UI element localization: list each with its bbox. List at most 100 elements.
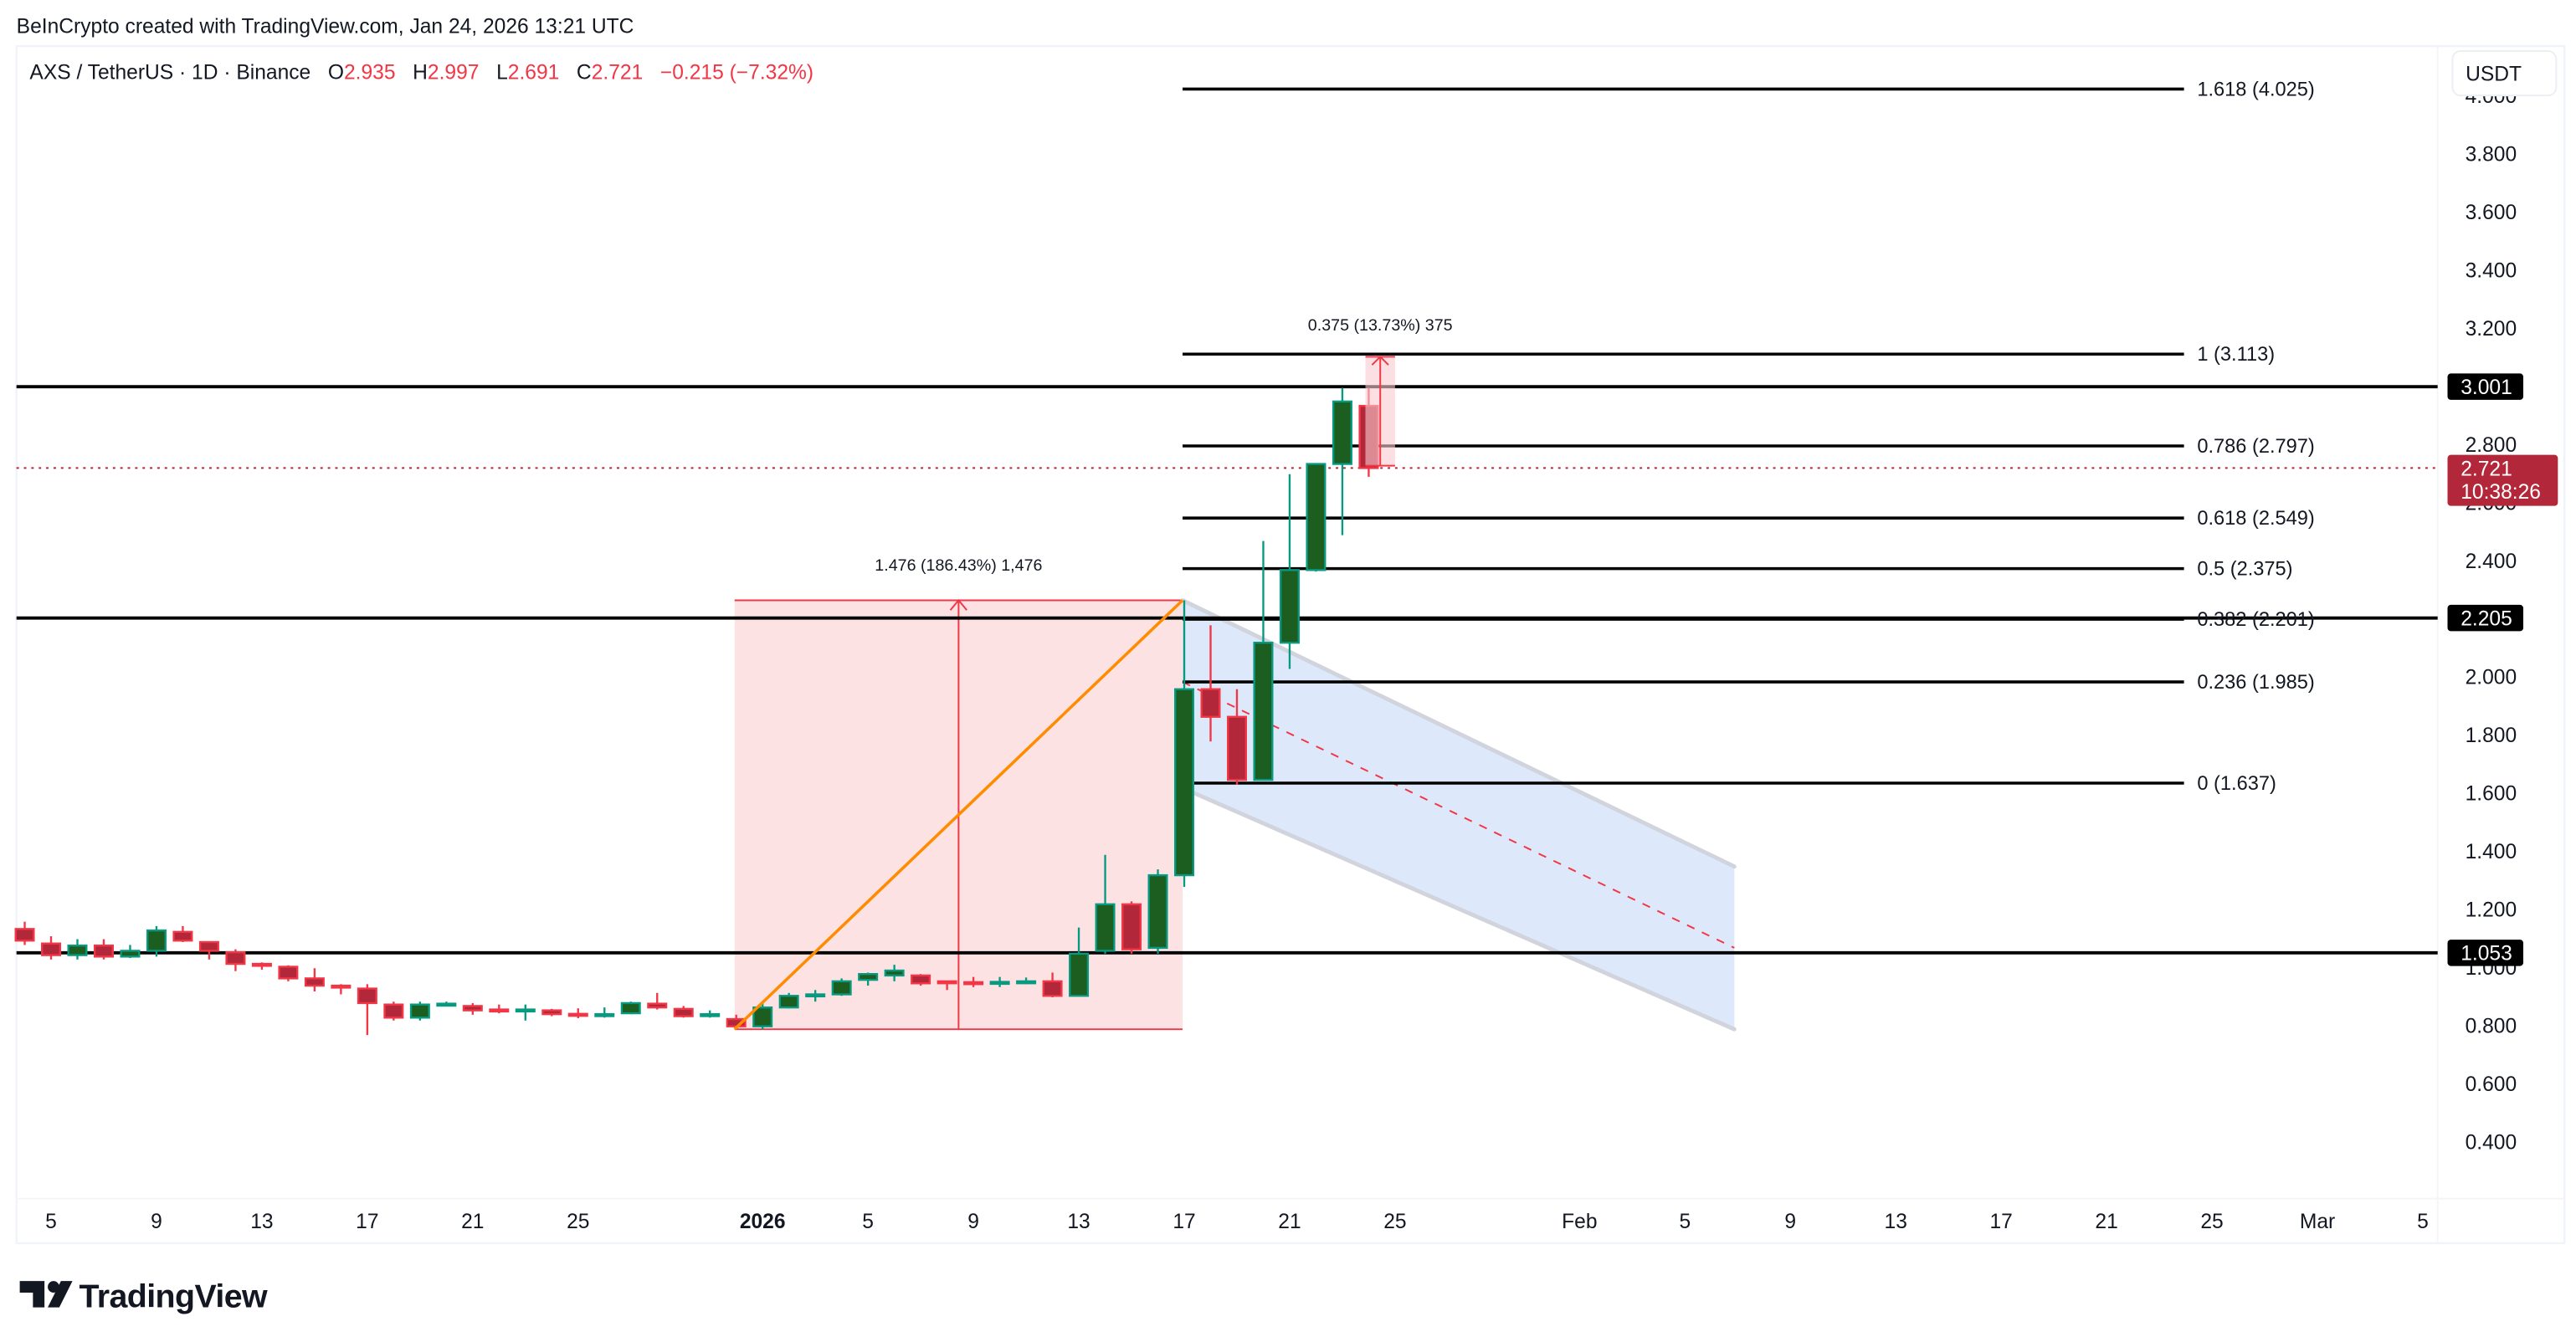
price-tick-label: 2.800 [2466,434,2517,457]
candle[interactable] [1016,977,1037,985]
candle[interactable] [67,939,88,960]
channel-lower-line[interactable] [1180,786,1737,1032]
candle-body [805,993,826,998]
last-price-value: 2.721 [2461,458,2512,480]
fib-extension[interactable]: 1.618 (4.025) 1 (3.113) 0.786 (2.797) 0.618… [1183,79,2315,795]
price-tick-label: 3.200 [2466,318,2517,341]
time-tick-label: Mar [2300,1211,2335,1233]
candle[interactable] [462,1002,483,1015]
caption-text: BeInCrypto created with TradingView.com,… [17,15,634,38]
descending-channel[interactable] [1180,598,1737,1032]
candle-body [120,950,141,958]
time-tick-label: 9 [1784,1211,1796,1233]
channel-upper-line[interactable] [1180,598,1737,869]
candle[interactable] [831,978,852,996]
candle-body [1016,980,1037,985]
candle[interactable] [805,990,826,1002]
time-axis[interactable]: 5 9 13 17 21 25 2026 5 9 13 17 21 25 Feb 5 9 13 17 21 25 Mar… [45,1211,2429,1233]
candle[interactable] [436,1001,457,1007]
price-level-badge-label: 3.001 [2461,376,2512,399]
time-tick-label: 13 [1067,1211,1090,1233]
candle[interactable] [1226,689,1247,785]
change-value: −0.215 (−7.32%) [660,61,813,84]
candle-body [1121,903,1142,950]
candle[interactable] [567,1008,588,1018]
candle[interactable] [1279,474,1300,669]
trend-line-path[interactable] [733,599,1184,1031]
candle[interactable] [1306,463,1326,572]
candle[interactable] [1121,901,1142,954]
candle-body [1253,642,1274,781]
candle[interactable] [884,965,905,981]
candle[interactable] [515,1004,536,1021]
candle[interactable] [989,976,1010,987]
candle-body [884,969,905,977]
candle[interactable] [1332,387,1352,535]
candle[interactable] [225,949,246,971]
candle[interactable] [1042,972,1063,997]
price-tick-label: 2.000 [2466,667,2517,689]
candle-body [436,1002,457,1007]
candle-body [963,981,984,986]
candle[interactable] [357,984,377,1036]
price-range-measure-small[interactable]: 0.375 (13.73%) 375 [1308,316,1453,467]
candle[interactable] [1095,854,1116,954]
candle[interactable] [911,974,931,986]
trend-line[interactable] [733,599,1184,1031]
candle[interactable] [198,940,219,960]
fib-level-label: 0.236 (1.985) [2197,672,2314,694]
currency-button[interactable]: USDT [2451,50,2558,97]
candle[interactable] [41,936,62,960]
candle[interactable] [673,1006,694,1018]
candle[interactable] [1200,625,1221,742]
candle[interactable] [1147,869,1168,954]
candle[interactable] [541,1008,562,1017]
candle[interactable] [331,984,352,995]
candle[interactable] [700,1010,721,1018]
candle[interactable] [1253,540,1274,781]
candle[interactable] [647,992,668,1010]
fib-level-label: 0.618 (2.549) [2197,508,2314,530]
time-tick-label: 21 [1278,1211,1301,1233]
candle[interactable] [963,976,984,987]
candle[interactable] [278,965,299,981]
candle-body [251,962,272,967]
candle[interactable] [778,992,799,1009]
candle[interactable] [14,921,35,945]
candle[interactable] [489,1004,510,1014]
candle-body [278,966,299,980]
candlestick-series[interactable] [14,387,1379,1036]
candle[interactable] [752,1002,773,1030]
candle-body [67,944,88,956]
price-tick-label: 1.800 [2466,725,2517,747]
candle[interactable] [858,972,879,986]
price-range-measure-large[interactable]: 1.476 (186.43%) 1,476 [734,556,1183,1031]
candle[interactable] [93,939,114,960]
price-tick-label: 3.800 [2466,143,2517,166]
candle-body [1042,980,1063,997]
time-tick-label: 21 [461,1211,484,1233]
low-value: 2.691 [508,61,560,84]
candle[interactable] [120,945,141,959]
candle[interactable] [304,968,325,992]
candle-body [911,974,931,985]
candle-body [858,973,879,981]
candle[interactable] [1069,927,1090,997]
bar-countdown: 10:38:26 [2461,481,2541,504]
close-value: 2.721 [592,61,644,84]
fib-level-label: 0.786 (2.797) [2197,436,2314,458]
candle[interactable] [172,925,193,942]
candle[interactable] [1174,600,1195,887]
time-tick-label: 9 [151,1211,162,1233]
symbol-label[interactable]: AXS / TetherUS · 1D · Binance [29,61,310,84]
candle[interactable] [383,1001,404,1021]
candle[interactable] [936,980,957,991]
candle[interactable] [409,1001,430,1021]
tradingview-logo[interactable]: TradingView [19,1278,269,1315]
candle[interactable] [594,1007,615,1018]
candle[interactable] [146,925,167,957]
candle[interactable] [620,1001,641,1015]
candle[interactable] [251,962,272,970]
